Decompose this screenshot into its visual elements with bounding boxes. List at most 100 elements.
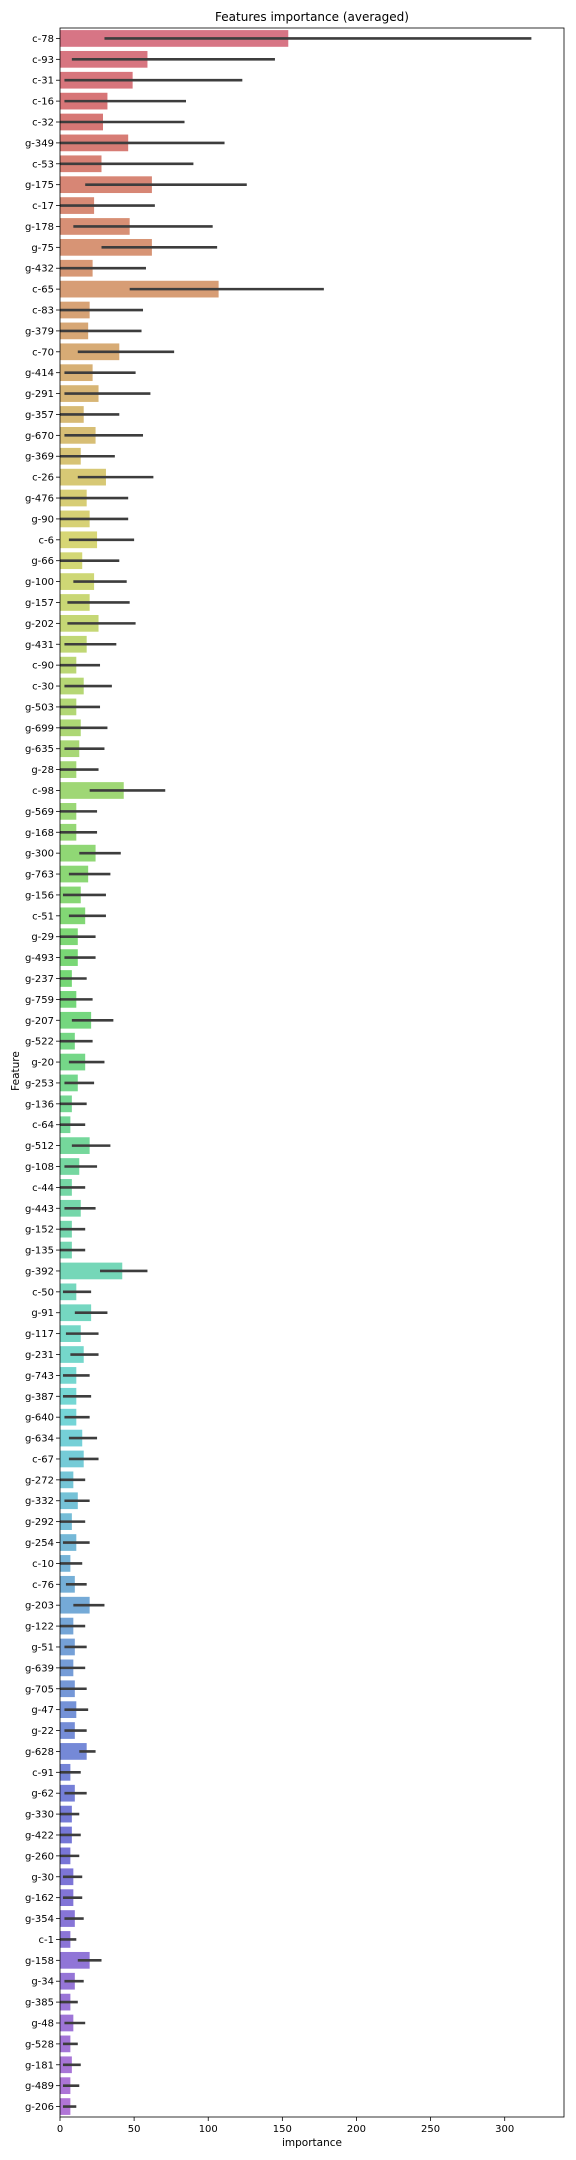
- y-tick-label: c-51: [32, 911, 54, 922]
- chart-title: Features importance (averaged): [215, 10, 409, 24]
- y-tick-label: g-392: [25, 1266, 54, 1277]
- y-tick-label: g-156: [25, 890, 54, 901]
- y-tick-label: g-22: [31, 1726, 54, 1737]
- x-tick-label: 100: [199, 2124, 218, 2135]
- y-tick-label: g-759: [25, 995, 54, 1006]
- x-tick-label: 150: [273, 2124, 292, 2135]
- y-tick-label: c-44: [32, 1183, 54, 1194]
- y-tick-label: g-254: [25, 1538, 54, 1549]
- y-tick-label: g-231: [25, 1350, 54, 1361]
- y-tick-label: g-28: [31, 765, 54, 776]
- y-tick-label: g-379: [25, 326, 54, 337]
- bar-g-392: [60, 1262, 123, 1280]
- y-tick-label: g-29: [31, 932, 54, 943]
- y-tick-label: g-260: [25, 1851, 54, 1862]
- y-tick-label: g-503: [25, 702, 54, 713]
- y-tick-label: g-528: [25, 2039, 54, 2050]
- error-bars-layer: [60, 37, 532, 2108]
- bars-layer: [60, 30, 289, 2115]
- y-tick-label: g-48: [31, 2018, 54, 2029]
- y-tick-label: g-443: [25, 1204, 54, 1215]
- y-tick-label: g-20: [31, 1058, 54, 1069]
- y-tick-label: g-168: [25, 828, 54, 839]
- y-tick-label: g-512: [25, 1141, 54, 1152]
- y-axis-ticks: c-78 c-93 c-31 c-16 c-32 g-349 c-53 g-175 c-17 g-…: [25, 34, 60, 2113]
- y-tick-label: c-67: [32, 1454, 54, 1465]
- y-tick-label: c-83: [32, 306, 54, 317]
- y-tick-label: c-6: [39, 535, 54, 546]
- y-tick-label: c-90: [32, 661, 54, 672]
- y-tick-label: g-349: [25, 138, 54, 149]
- y-tick-label: g-100: [25, 577, 54, 588]
- bar-g-300: [60, 844, 96, 862]
- y-tick-label: g-332: [25, 1496, 54, 1507]
- y-tick-label: g-369: [25, 452, 54, 463]
- y-tick-label: c-78: [32, 34, 54, 45]
- y-tick-label: g-354: [25, 1914, 54, 1925]
- y-tick-label: g-152: [25, 1225, 54, 1236]
- y-tick-label: g-135: [25, 1246, 54, 1257]
- x-tick-label: 50: [128, 2124, 141, 2135]
- plot-frame: [59, 27, 565, 2118]
- y-tick-label: g-30: [31, 1872, 54, 1883]
- y-tick-label: g-237: [25, 974, 54, 985]
- y-tick-label: c-10: [32, 1559, 54, 1570]
- y-tick-label: g-47: [31, 1705, 54, 1716]
- x-tick-label: 250: [421, 2124, 440, 2135]
- y-tick-label: c-53: [32, 159, 54, 170]
- y-axis-label: Feature: [10, 1051, 22, 1091]
- y-tick-label: c-31: [32, 76, 54, 87]
- y-tick-label: g-432: [25, 264, 54, 275]
- y-tick-label: g-422: [25, 1830, 54, 1841]
- y-tick-label: c-17: [32, 201, 54, 212]
- y-tick-label: g-175: [25, 180, 54, 191]
- y-tick-label: c-70: [32, 347, 54, 358]
- y-tick-label: g-108: [25, 1162, 54, 1173]
- x-tick-label: 200: [347, 2124, 366, 2135]
- y-tick-label: g-635: [25, 744, 54, 755]
- y-tick-label: g-117: [25, 1329, 54, 1340]
- y-tick-label: c-64: [32, 1120, 54, 1131]
- y-tick-label: g-670: [25, 431, 54, 442]
- y-tick-label: g-628: [25, 1747, 54, 1758]
- y-tick-label: c-76: [32, 1580, 54, 1591]
- y-tick-label: g-51: [31, 1642, 54, 1653]
- y-tick-label: c-26: [32, 473, 54, 484]
- y-tick-label: g-66: [31, 556, 54, 567]
- y-tick-label: g-203: [25, 1601, 54, 1612]
- y-tick-label: g-136: [25, 1099, 54, 1110]
- y-tick-label: g-253: [25, 1078, 54, 1089]
- y-tick-label: c-16: [32, 97, 54, 108]
- x-axis-label: importance: [282, 2137, 342, 2149]
- y-tick-label: g-431: [25, 640, 54, 651]
- y-tick-label: g-414: [25, 368, 54, 379]
- y-tick-label: g-202: [25, 619, 54, 630]
- y-tick-label: c-65: [32, 285, 54, 296]
- y-tick-label: c-50: [32, 1287, 54, 1298]
- y-tick-label: g-291: [25, 389, 54, 400]
- y-tick-label: c-93: [32, 55, 54, 66]
- y-tick-label: g-640: [25, 1413, 54, 1424]
- y-tick-label: c-30: [32, 682, 54, 693]
- y-tick-label: g-387: [25, 1392, 54, 1403]
- y-tick-label: g-90: [31, 514, 54, 525]
- y-tick-label: g-272: [25, 1475, 54, 1486]
- y-tick-label: g-158: [25, 1956, 54, 1967]
- x-tick-label: 300: [495, 2124, 514, 2135]
- y-tick-label: g-385: [25, 1998, 54, 2009]
- y-tick-label: g-476: [25, 494, 54, 505]
- y-tick-label: g-522: [25, 1037, 54, 1048]
- y-tick-label: g-300: [25, 849, 54, 860]
- y-tick-label: c-98: [32, 786, 54, 797]
- y-tick-label: g-493: [25, 953, 54, 964]
- y-tick-label: g-207: [25, 1016, 54, 1027]
- y-tick-label: g-639: [25, 1663, 54, 1674]
- y-tick-label: g-162: [25, 1893, 54, 1904]
- bar-g-628: [60, 1743, 87, 1760]
- bar-g-158: [60, 1951, 90, 1969]
- y-tick-label: g-634: [25, 1434, 54, 1445]
- y-tick-label: g-292: [25, 1517, 54, 1528]
- x-axis-ticks: 0 50 100 150 200 250 300: [57, 2117, 514, 2135]
- y-tick-label: g-178: [25, 222, 54, 233]
- y-tick-label: g-357: [25, 410, 54, 421]
